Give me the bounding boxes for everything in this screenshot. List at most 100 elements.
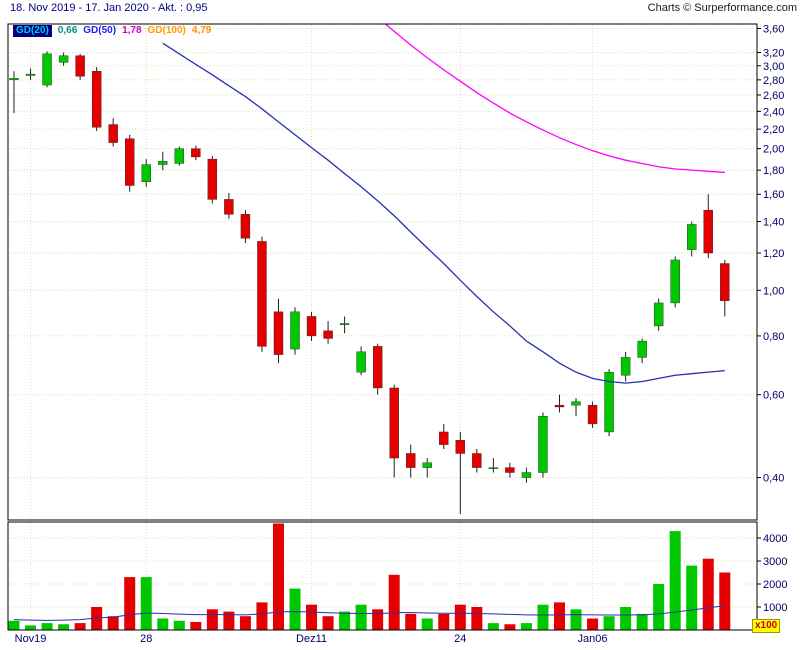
candle-body (505, 467, 515, 473)
volume-bar (8, 620, 20, 630)
candle-body (389, 387, 399, 459)
gd50-line (384, 24, 725, 174)
gd20-legend-value: 0,66 (57, 25, 78, 36)
gd50-legend-value: 1,78 (122, 25, 142, 36)
ma-legend: GD(20) 0,66 GD(50) 1,78 GD(100) 4,79 (13, 25, 217, 37)
volume-unit-badge: x100 (752, 619, 781, 633)
candle-body (472, 453, 482, 468)
candle-body (372, 346, 383, 389)
price-tick-label: 1,20 (763, 248, 784, 260)
candle-body (339, 323, 350, 325)
volume-bar (140, 577, 152, 630)
volume-bar (421, 618, 433, 630)
candle-body (42, 53, 52, 86)
candle-body (604, 371, 614, 433)
candle-body (571, 401, 581, 406)
candle-body (687, 224, 697, 250)
price-tick-label: 3,60 (763, 23, 784, 35)
volume-bar (553, 602, 565, 630)
volume-bar (487, 623, 499, 630)
price-tick-label: 1,60 (763, 189, 784, 201)
candle-body (191, 148, 201, 158)
price-tick-label: 0,40 (763, 473, 784, 485)
volume-bar (669, 531, 681, 630)
volume-bar (719, 572, 731, 630)
candle-body (323, 330, 333, 339)
volume-bar (107, 616, 119, 630)
volume-bar (620, 607, 632, 630)
price-tick-label: 2,60 (763, 90, 784, 102)
volume-bar (25, 625, 37, 630)
candle-body (406, 453, 416, 468)
volume-bar (570, 609, 582, 630)
candle-body (306, 316, 317, 337)
candle-body (141, 164, 151, 183)
volume-tick-label: 1000 (763, 602, 787, 614)
x-axis-label: 28 (140, 633, 152, 645)
volume-bar (272, 523, 284, 630)
volume-bar (636, 613, 648, 630)
volume-bar (603, 616, 615, 630)
candle-body (174, 148, 185, 164)
price-tick-label: 2,00 (763, 144, 784, 156)
price-tick-label: 2,20 (763, 124, 784, 136)
volume-bar (206, 609, 218, 630)
volume-bar (173, 620, 185, 630)
volume-panel-border (7, 521, 758, 631)
volume-bar (702, 558, 714, 630)
x-axis-label: Nov19 (15, 633, 47, 645)
volume-bar (405, 613, 417, 630)
volume-tick-label: 2000 (763, 579, 787, 591)
gd50-legend-label: GD(50) (83, 25, 117, 36)
price-tick-label: 1,40 (763, 217, 784, 229)
volume-bar (157, 618, 169, 630)
candle-body (653, 302, 664, 327)
candle-body (207, 158, 218, 200)
price-tick-label: 1,80 (763, 165, 784, 177)
volume-bar (653, 584, 665, 630)
candle-body (108, 124, 118, 143)
candle-body (538, 416, 548, 473)
chart-credit: Charts © Surperformance.com (647, 2, 797, 14)
candle-body (9, 78, 19, 81)
volume-bar (41, 623, 53, 630)
volume-bar (256, 602, 268, 630)
candle-body (521, 472, 532, 478)
candle-body (75, 55, 85, 77)
volume-bar (388, 574, 400, 630)
price-tick-label: 0,80 (763, 331, 784, 343)
candle-body (703, 209, 713, 254)
axes: 3,60 3,203,00 2,80 2,60 2,40 2,20 2,00 1,80 1,60… (15, 23, 788, 645)
volume-tick-label: 4000 (763, 533, 787, 545)
candle-body (720, 263, 730, 301)
date-range-label: 18. Nov 2019 - 17. Jan 2020 - Akt. : 0,9… (10, 2, 208, 14)
candle-body (670, 259, 680, 304)
price-panel-border (7, 23, 758, 521)
candle-body (488, 467, 499, 469)
volume-ma-line (13, 605, 725, 621)
candle-body (637, 340, 647, 358)
x-axis-label: 24 (454, 633, 466, 645)
volume-bar (471, 607, 483, 630)
candle-body (125, 138, 135, 186)
volume-bar (686, 565, 698, 630)
x-axis-label: Dez11 (296, 633, 327, 645)
volume-bar (372, 609, 384, 630)
volume-bar (74, 623, 86, 630)
volume-bar (355, 604, 367, 630)
volume-tick-label: 3000 (763, 556, 787, 568)
candle-body (224, 199, 234, 215)
candle-body (290, 311, 300, 350)
gridlines (9, 25, 756, 629)
volume-bar (454, 604, 466, 630)
volume-bar (124, 577, 136, 630)
candle-body (422, 462, 432, 468)
candles (9, 51, 730, 514)
volume-bar (504, 624, 516, 630)
price-tick-label: 3,20 (763, 48, 784, 60)
candle-body (25, 73, 36, 76)
volume-bar (289, 588, 301, 630)
volume-bar (537, 604, 549, 630)
